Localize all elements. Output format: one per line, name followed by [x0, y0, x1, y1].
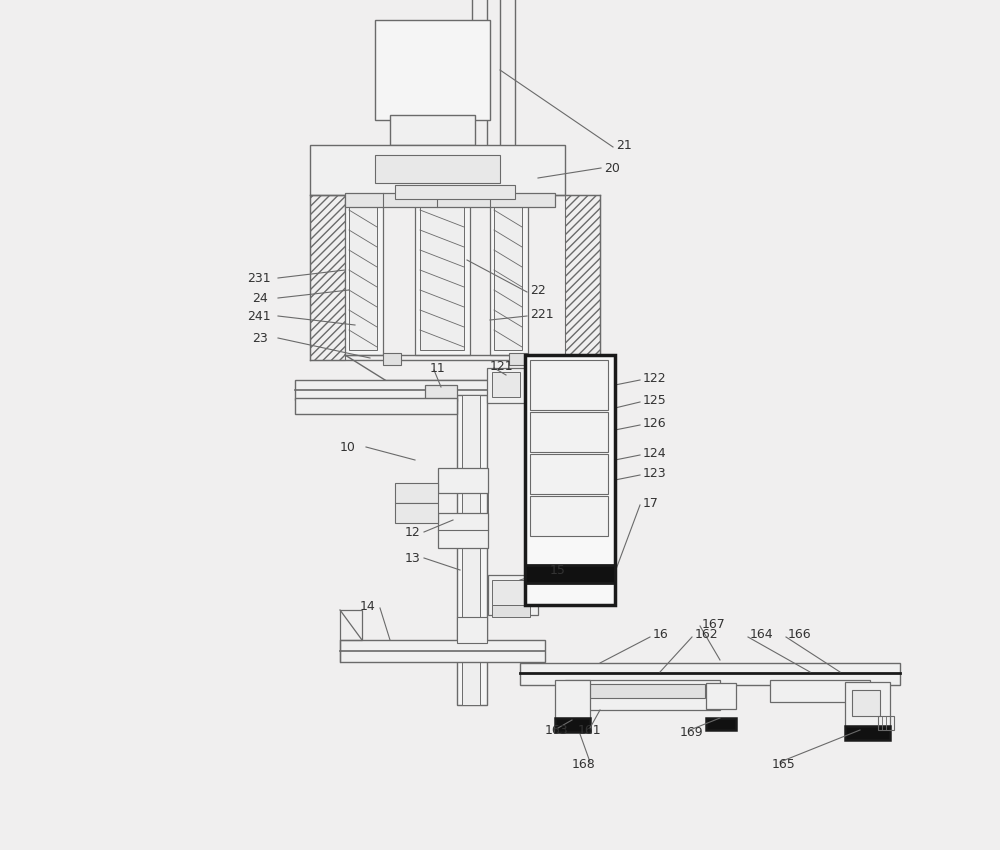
Bar	[520, 663, 900, 685]
Bar	[530, 412, 608, 452]
Text: 169: 169	[680, 727, 704, 740]
Text: 23: 23	[252, 332, 268, 344]
Bar	[525, 565, 615, 583]
Text: 12: 12	[405, 525, 421, 539]
Bar	[438, 468, 488, 493]
Text: 221: 221	[530, 308, 554, 320]
Bar	[310, 195, 345, 360]
Bar	[457, 617, 487, 643]
Text: 163: 163	[545, 723, 569, 736]
Text: 16: 16	[653, 628, 669, 642]
Bar	[530, 360, 608, 410]
Text: 24: 24	[252, 292, 268, 304]
Bar	[375, 20, 490, 120]
Text: 125: 125	[643, 394, 667, 406]
Text: 167: 167	[702, 617, 726, 631]
Bar	[310, 145, 565, 195]
Text: 17: 17	[643, 496, 659, 509]
Bar	[845, 682, 890, 726]
Text: 164: 164	[750, 628, 774, 642]
Bar	[295, 398, 457, 414]
Bar	[390, 115, 475, 145]
Text: 14: 14	[360, 599, 376, 613]
Text: 126: 126	[643, 416, 667, 429]
Text: 162: 162	[695, 628, 719, 642]
Text: 22: 22	[530, 284, 546, 297]
Bar	[395, 483, 438, 503]
Bar	[415, 200, 470, 355]
Text: 231: 231	[247, 271, 271, 285]
Bar	[492, 605, 530, 617]
Bar	[395, 503, 438, 523]
Bar	[555, 718, 590, 732]
Bar	[878, 716, 894, 730]
Text: 241: 241	[247, 309, 271, 322]
Bar	[845, 726, 890, 740]
Text: 124: 124	[643, 446, 667, 460]
Bar	[706, 683, 736, 709]
Bar	[457, 395, 487, 705]
Bar	[420, 205, 464, 350]
Text: 11: 11	[430, 361, 446, 375]
Text: 13: 13	[405, 552, 421, 564]
Bar	[340, 610, 362, 640]
Text: 121: 121	[490, 360, 514, 372]
Bar	[375, 155, 500, 183]
Bar	[438, 513, 488, 548]
Bar	[349, 205, 377, 350]
Bar	[345, 200, 383, 355]
Bar	[509, 353, 527, 365]
Bar	[852, 690, 880, 716]
Bar	[492, 372, 520, 397]
Bar	[492, 580, 530, 605]
Bar	[340, 640, 545, 662]
Text: 168: 168	[572, 758, 596, 772]
Bar	[488, 575, 538, 615]
Bar	[565, 195, 600, 360]
Text: 20: 20	[604, 162, 620, 174]
Text: 123: 123	[643, 467, 667, 479]
Bar	[395, 185, 515, 199]
Bar	[525, 355, 615, 605]
Bar	[438, 493, 488, 513]
Bar	[345, 193, 555, 207]
Text: 165: 165	[772, 758, 796, 772]
Text: 161: 161	[578, 723, 602, 736]
Bar	[494, 205, 522, 350]
Text: 15: 15	[550, 564, 566, 576]
Bar	[565, 680, 720, 710]
Bar	[530, 454, 608, 494]
Bar	[383, 353, 401, 365]
Bar	[555, 680, 590, 718]
Bar	[575, 684, 705, 698]
Text: 10: 10	[340, 440, 356, 454]
Text: 122: 122	[643, 371, 667, 384]
Bar	[490, 200, 528, 355]
Text: 166: 166	[788, 628, 812, 642]
Bar	[295, 380, 545, 400]
Bar	[770, 680, 870, 702]
Bar	[706, 718, 736, 730]
Bar	[487, 368, 525, 403]
Bar	[425, 385, 457, 401]
Text: 21: 21	[616, 139, 632, 151]
Bar	[530, 496, 608, 536]
Bar	[462, 395, 480, 705]
